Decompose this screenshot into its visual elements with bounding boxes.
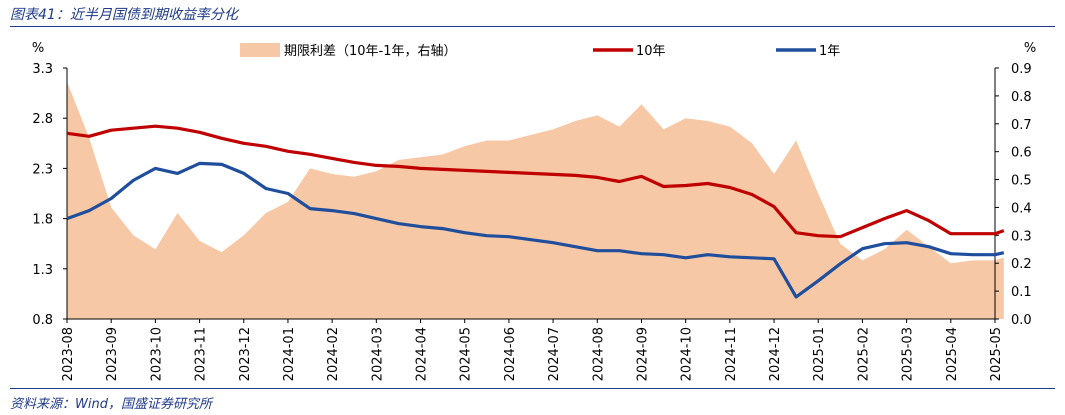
source-note: 资料来源：Wind，国盛证券研究所 <box>10 397 212 412</box>
left-tick-label: 3.3 <box>32 62 53 77</box>
x-tick-label: 2024-02 <box>326 327 341 381</box>
left-tick-label: 1.8 <box>32 213 53 228</box>
right-tick-label: 0.2 <box>1011 257 1032 272</box>
x-tick-label: 2025-03 <box>901 327 916 381</box>
left-unit-label: % <box>32 41 44 56</box>
x-tick-label: 2024-09 <box>635 327 650 381</box>
x-tick-label: 2024-12 <box>768 327 783 381</box>
source-divider <box>10 388 1055 389</box>
x-tick-label: 2024-07 <box>547 327 562 381</box>
x-tick-label: 2023-10 <box>149 327 164 381</box>
right-tick-label: 0.4 <box>1011 201 1032 216</box>
x-tick-label: 2025-04 <box>945 327 960 381</box>
spread-area <box>67 81 1004 320</box>
series-line-1y <box>66 161 1005 299</box>
series-line-10y <box>66 124 1005 239</box>
x-tick-label: 2023-08 <box>61 327 76 381</box>
legend-label-spread: 期限利差（10年-1年，右轴） <box>284 44 457 59</box>
right-tick-label: 0.3 <box>1011 229 1032 244</box>
x-tick-label: 2023-12 <box>238 327 253 381</box>
legend-swatch-spread <box>240 43 280 57</box>
x-tick-label: 2023-09 <box>105 327 120 381</box>
x-tick-label: 2024-06 <box>503 327 518 381</box>
left-tick-label: 0.8 <box>32 313 53 328</box>
right-tick-label: 0.0 <box>1011 313 1032 328</box>
right-tick-label: 0.5 <box>1011 174 1032 189</box>
x-tick-label: 2024-05 <box>459 327 474 381</box>
right-tick-label: 0.6 <box>1011 146 1032 161</box>
right-tick-label: 0.1 <box>1011 285 1032 300</box>
legend-label-10y: 10年 <box>636 44 666 59</box>
right-tick-label: 0.8 <box>1011 90 1032 105</box>
right-tick-label: 0.9 <box>1011 62 1032 77</box>
x-tick-label: 2024-01 <box>282 327 297 381</box>
left-tick-label: 2.3 <box>32 162 53 177</box>
x-tick-label: 2025-05 <box>989 327 1004 381</box>
x-tick-label: 2023-11 <box>194 327 209 381</box>
legend-label-1y: 1年 <box>819 44 840 59</box>
chart-title: 图表41：近半月国债到期收益率分化 <box>10 7 238 23</box>
x-tick-label: 2024-11 <box>724 327 739 381</box>
x-tick-label: 2025-01 <box>812 327 827 381</box>
title-divider <box>10 26 1055 27</box>
x-tick-label: 2025-02 <box>856 327 871 381</box>
right-unit-label: % <box>1024 41 1036 56</box>
left-tick-label: 1.3 <box>32 263 53 278</box>
right-tick-label: 0.7 <box>1011 118 1032 133</box>
x-tick-label: 2024-03 <box>370 327 385 381</box>
x-tick-label: 2024-04 <box>415 327 430 381</box>
x-tick-label: 2024-10 <box>680 327 695 381</box>
x-tick-label: 2024-08 <box>591 327 606 381</box>
left-tick-label: 2.8 <box>32 112 53 127</box>
